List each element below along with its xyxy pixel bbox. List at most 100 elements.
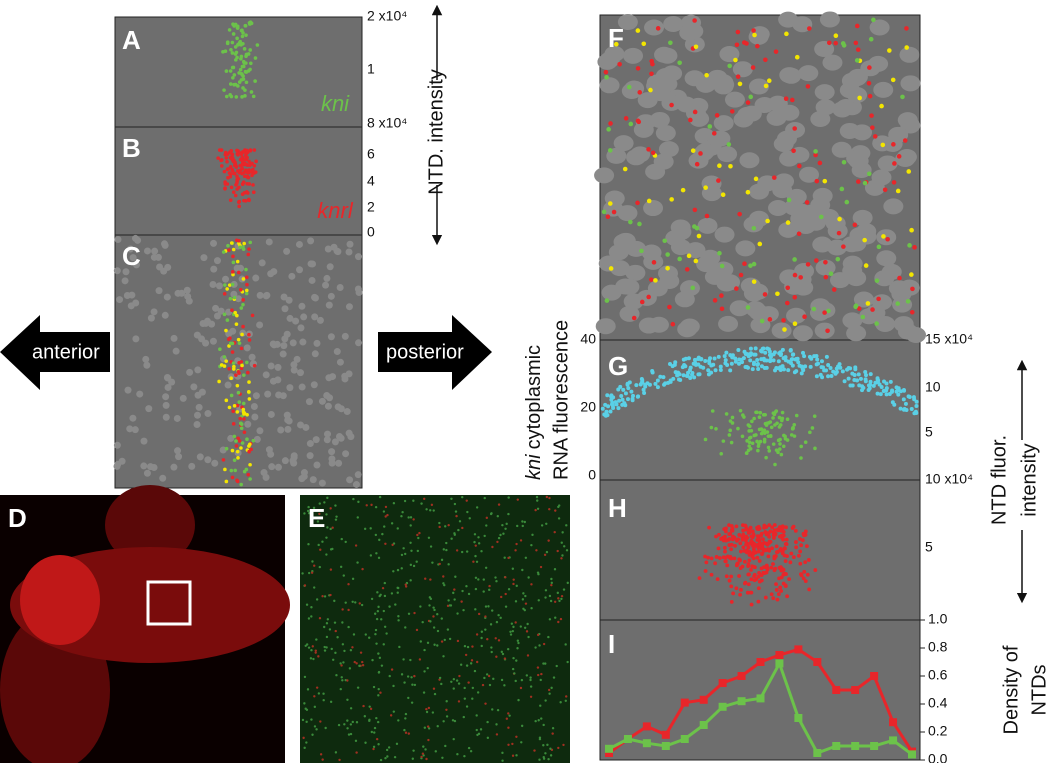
texture-dot <box>377 687 380 691</box>
texture-dot <box>607 148 613 153</box>
texture-dot <box>639 248 644 254</box>
cell <box>658 141 679 158</box>
texture-dot <box>497 639 501 642</box>
texture-dot <box>727 543 732 547</box>
texture-dot <box>650 370 655 375</box>
texture-dot <box>677 256 682 262</box>
texture-dot <box>361 660 364 664</box>
texture-dot <box>884 381 889 386</box>
texture-dot <box>564 643 567 646</box>
texture-dot <box>697 576 702 581</box>
texture-dot <box>227 366 231 371</box>
cell <box>265 238 273 246</box>
texture-dot <box>239 346 244 351</box>
texture-dot <box>251 183 255 187</box>
texture-dot <box>601 209 607 215</box>
texture-dot <box>866 171 872 177</box>
texture-dot <box>696 233 702 239</box>
texture-dot <box>499 533 502 537</box>
texture-dot <box>730 537 735 542</box>
texture-dot <box>829 373 834 378</box>
texture-dot <box>231 247 236 252</box>
texture-dot <box>904 45 910 50</box>
texture-dot <box>803 579 808 583</box>
texture-dot <box>788 348 793 353</box>
texture-dot <box>325 646 328 649</box>
cell <box>155 287 163 295</box>
texture-dot <box>784 542 789 546</box>
texture-dot <box>487 605 490 608</box>
texture-dot <box>462 608 465 612</box>
texture-dot <box>377 652 380 655</box>
texture-dot <box>334 518 338 521</box>
texture-dot <box>766 554 771 559</box>
texture-dot <box>912 245 917 250</box>
texture-dot <box>548 508 551 511</box>
texture-dot <box>504 576 507 579</box>
texture-dot <box>232 82 236 87</box>
cell <box>689 110 710 127</box>
cell <box>778 11 799 28</box>
texture-dot <box>719 263 725 269</box>
texture-dot <box>834 370 839 375</box>
texture-dot <box>749 428 754 433</box>
panel-label: B <box>122 133 141 163</box>
texture-dot <box>238 287 243 292</box>
texture-dot <box>311 733 314 736</box>
cell <box>122 268 130 276</box>
texture-dot <box>456 753 459 756</box>
cell <box>899 279 920 296</box>
texture-dot <box>447 563 450 566</box>
texture-dot <box>780 527 785 532</box>
texture-dot <box>757 540 762 545</box>
cell <box>318 479 326 487</box>
cell <box>779 150 800 167</box>
texture-dot <box>244 267 248 272</box>
cell <box>781 67 802 84</box>
texture-dot <box>377 605 380 609</box>
texture-dot <box>762 440 767 444</box>
texture-dot <box>554 509 557 512</box>
texture-dot <box>362 704 365 708</box>
cell <box>281 457 289 465</box>
texture-dot <box>333 621 337 624</box>
texture-dot <box>235 181 239 185</box>
texture-dot <box>823 259 828 265</box>
texture-dot <box>813 149 818 154</box>
texture-dot <box>348 667 352 670</box>
texture-dot <box>727 578 732 583</box>
texture-dot <box>771 358 776 363</box>
texture-dot <box>744 364 749 369</box>
texture-dot <box>780 524 785 529</box>
cell <box>300 313 308 321</box>
texture-dot <box>709 370 714 375</box>
texture-dot <box>427 536 431 539</box>
texture-dot <box>227 283 232 287</box>
cell <box>302 423 310 431</box>
texture-dot <box>750 367 755 372</box>
cell <box>143 469 151 477</box>
texture-dot <box>661 375 666 380</box>
cell <box>595 318 616 335</box>
texture-dot <box>222 312 227 317</box>
texture-dot <box>501 523 504 527</box>
texture-dot <box>423 670 426 673</box>
texture-dot <box>236 84 240 88</box>
texture-dot <box>442 575 445 578</box>
texture-dot <box>834 366 839 371</box>
cell <box>773 135 794 152</box>
texture-dot <box>891 142 896 147</box>
texture-dot <box>699 357 704 362</box>
texture-dot <box>692 109 698 115</box>
texture-dot <box>474 554 477 558</box>
point <box>889 718 898 727</box>
texture-dot <box>488 584 491 588</box>
cell <box>227 434 235 442</box>
texture-dot <box>503 657 507 660</box>
texture-dot <box>513 672 516 675</box>
texture-dot <box>465 499 468 502</box>
cell <box>290 361 298 369</box>
texture-dot <box>776 592 781 597</box>
texture-dot <box>501 759 504 762</box>
texture-dot <box>445 715 449 718</box>
